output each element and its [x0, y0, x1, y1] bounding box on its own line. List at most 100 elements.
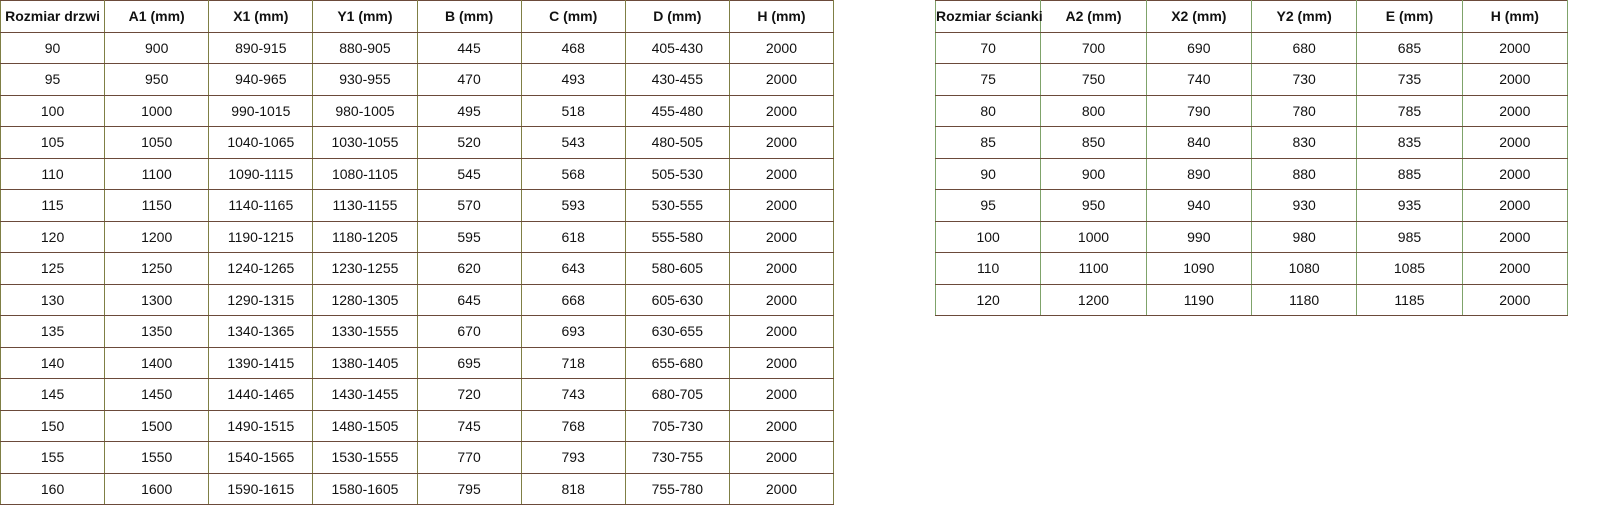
table-cell: 105	[0, 126, 106, 159]
table-cell: 1190-1215	[208, 220, 314, 253]
table-cell: 770	[416, 441, 522, 474]
table-cell: 940-965	[208, 63, 314, 96]
table-cell: 2000	[728, 94, 835, 127]
table-cell: 1500	[104, 409, 210, 442]
table-cell: 155	[0, 441, 106, 474]
table-cell: 445	[416, 31, 522, 64]
table-cell: 835	[1356, 126, 1463, 159]
door-dimensions-table: Rozmiar drzwi A1 (mm) X1 (mm) Y1 (mm) B (mm)…	[0, 0, 835, 505]
table-cell: 1190	[1145, 283, 1252, 316]
table-cell: 655-680	[624, 346, 730, 379]
table-cell: 680-705	[624, 378, 730, 411]
table-row: 75 750 740 730 735 2000	[934, 63, 1569, 96]
table-row: 130 1300 1290-1315 1280-1305 645 668 605-630 20…	[0, 283, 835, 316]
column-header: B (mm)	[416, 0, 522, 33]
table-cell: 890	[1145, 157, 1252, 190]
table-cell: 518	[520, 94, 626, 127]
table-cell: 2000	[1461, 94, 1569, 127]
header-row: Rozmiar ścianki A2 (mm) X2 (mm) Y2 (mm) E (m…	[934, 0, 1569, 33]
table-cell: 1230-1255	[312, 252, 418, 285]
table-cell: 495	[416, 94, 522, 127]
table-cell: 1350	[104, 315, 210, 348]
table-cell: 1440-1465	[208, 378, 314, 411]
table-cell: 2000	[728, 378, 835, 411]
table-row: 110 1100 1090-1115 1080-1105 545 568 505-530 20…	[0, 157, 835, 190]
table-cell: 685	[1356, 31, 1463, 64]
table-cell: 120	[0, 220, 106, 253]
table-cell: 1600	[104, 472, 210, 505]
table-cell: 145	[0, 378, 106, 411]
table-row: 90 900 890 880 885 2000	[934, 157, 1569, 190]
table-cell: 1340-1365	[208, 315, 314, 348]
table-cell: 935	[1356, 189, 1463, 222]
table-row: 145 1450 1440-1465 1430-1455 720 743 680-705 20…	[0, 378, 835, 411]
table-cell: 568	[520, 157, 626, 190]
table-cell: 555-580	[624, 220, 730, 253]
table-cell: 90	[0, 31, 106, 64]
table-cell: 1080-1105	[312, 157, 418, 190]
table-cell: 850	[1040, 126, 1147, 159]
table-cell: 580-605	[624, 252, 730, 285]
column-header: A1 (mm)	[104, 0, 210, 33]
table-cell: 885	[1356, 157, 1463, 190]
table-cell: 1200	[1040, 283, 1147, 316]
table-cell: 1000	[104, 94, 210, 127]
table-cell: 743	[520, 378, 626, 411]
table-cell: 695	[416, 346, 522, 379]
table-cell: 75	[934, 63, 1042, 96]
column-header: H (mm)	[728, 0, 835, 33]
table-cell: 645	[416, 283, 522, 316]
table-cell: 670	[416, 315, 522, 348]
column-header: Rozmiar drzwi	[0, 0, 106, 33]
table-cell: 890-915	[208, 31, 314, 64]
table-cell: 140	[0, 346, 106, 379]
table-cell: 930	[1250, 189, 1358, 222]
table-cell: 745	[416, 409, 522, 442]
table-cell: 755-780	[624, 472, 730, 505]
table-cell: 1390-1415	[208, 346, 314, 379]
table-cell: 618	[520, 220, 626, 253]
table-cell: 95	[934, 189, 1042, 222]
table-row: 85 850 840 830 835 2000	[934, 126, 1569, 159]
table-cell: 730-755	[624, 441, 730, 474]
table-cell: 1400	[104, 346, 210, 379]
table-cell: 930-955	[312, 63, 418, 96]
table-cell: 2000	[1461, 252, 1569, 285]
table-cell: 70	[934, 31, 1042, 64]
table-cell: 120	[934, 283, 1042, 316]
table-cell: 100	[0, 94, 106, 127]
table-cell: 110	[0, 157, 106, 190]
table-cell: 1030-1055	[312, 126, 418, 159]
table-cell: 1590-1615	[208, 472, 314, 505]
table-cell: 1090	[1145, 252, 1252, 285]
header-row: Rozmiar drzwi A1 (mm) X1 (mm) Y1 (mm) B (mm)…	[0, 0, 835, 33]
table-cell: 530-555	[624, 189, 730, 222]
table-cell: 840	[1145, 126, 1252, 159]
table-cell: 2000	[728, 346, 835, 379]
table-cell: 1330-1555	[312, 315, 418, 348]
table-cell: 620	[416, 252, 522, 285]
table-cell: 1180	[1250, 283, 1358, 316]
table-cell: 593	[520, 189, 626, 222]
table-row: 100 1000 990 980 985 2000	[934, 220, 1569, 253]
table-cell: 668	[520, 283, 626, 316]
table-cell: 985	[1356, 220, 1463, 253]
table-cell: 90	[934, 157, 1042, 190]
table-cell: 1080	[1250, 252, 1358, 285]
table-row: 160 1600 1590-1615 1580-1605 795 818 755-780 20…	[0, 472, 835, 505]
table-cell: 990	[1145, 220, 1252, 253]
table-cell: 950	[104, 63, 210, 96]
table-cell: 1580-1605	[312, 472, 418, 505]
table-row: 110 1100 1090 1080 1085 2000	[934, 252, 1569, 285]
table-cell: 1100	[104, 157, 210, 190]
column-header: C (mm)	[520, 0, 626, 33]
table-cell: 950	[1040, 189, 1147, 222]
column-header: Y2 (mm)	[1250, 0, 1358, 33]
table-cell: 543	[520, 126, 626, 159]
table-cell: 700	[1040, 31, 1147, 64]
table-cell: 595	[416, 220, 522, 253]
table-cell: 1085	[1356, 252, 1463, 285]
table-cell: 505-530	[624, 157, 730, 190]
table-cell: 125	[0, 252, 106, 285]
table-cell: 605-630	[624, 283, 730, 316]
